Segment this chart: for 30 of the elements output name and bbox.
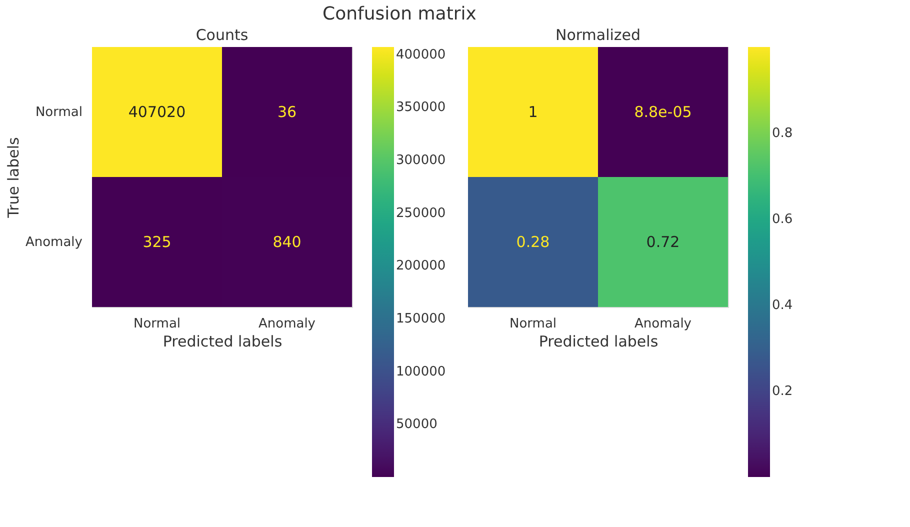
data-label: 0.28 xyxy=(516,233,550,251)
text: Confusion matrix xyxy=(322,4,477,24)
color-bar-label: 0.2 xyxy=(772,384,793,400)
color-bar-label: 100000 xyxy=(396,364,446,380)
data-label: 36 xyxy=(277,103,297,121)
color-bar-label: 350000 xyxy=(396,100,446,116)
color-bar-label: 50000 xyxy=(396,417,438,432)
chart-title: Counts xyxy=(196,26,248,44)
data-label: 325 xyxy=(142,233,172,251)
x-tick-label: Anomaly xyxy=(634,316,692,332)
y-axis-title: True labels xyxy=(4,136,22,219)
color-bar-label: 400000 xyxy=(396,47,446,62)
color-bar-label: 0.8 xyxy=(772,126,793,142)
color-bar-label: 200000 xyxy=(396,258,446,274)
x-tick-label: Normal xyxy=(509,316,557,332)
data-label: 840 xyxy=(272,233,302,251)
color-bar-label: 300000 xyxy=(396,153,446,168)
color-bar-label: 150000 xyxy=(396,312,446,327)
color-bar-label: 0.4 xyxy=(772,298,793,314)
x-tick-label: Normal xyxy=(133,316,181,332)
color-bar-label: 250000 xyxy=(396,206,446,221)
data-label: 8.8e-05 xyxy=(634,103,692,121)
x-axis-title: Predicted labels xyxy=(538,332,658,350)
color-bar-label: 0.6 xyxy=(772,212,793,228)
x-axis-title: Predicted labels xyxy=(162,332,282,350)
data-label: 1 xyxy=(528,103,538,121)
chart-title: Normalized xyxy=(555,26,641,44)
data-label: 407020 xyxy=(128,103,186,121)
data-label: 0.72 xyxy=(646,233,680,251)
x-tick-label: Anomaly xyxy=(258,316,316,332)
